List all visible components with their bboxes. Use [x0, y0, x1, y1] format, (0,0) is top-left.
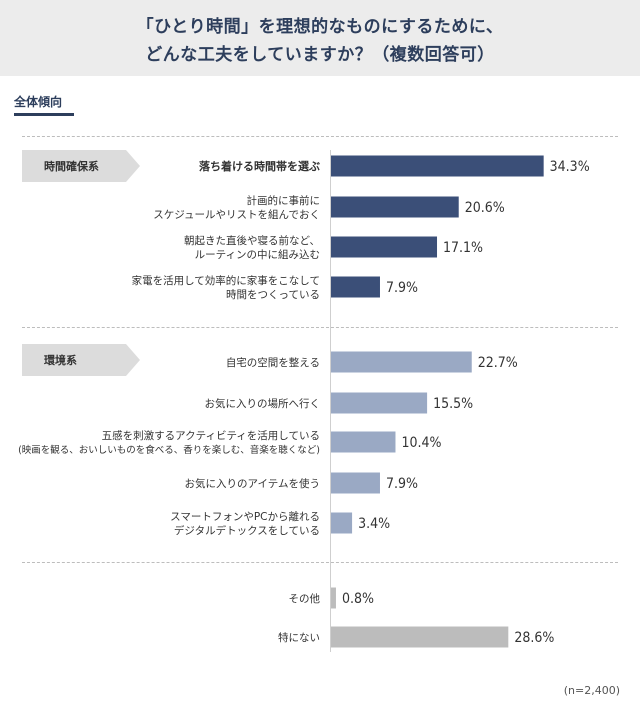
- category-label-11-line-1: 特にない: [278, 632, 320, 644]
- category-label-7-line-2: (映画を観る、おいしいものを食べる、香りを楽しむ、音楽を聴くなど): [18, 444, 320, 456]
- bar-value-label-1: 34.3%: [550, 159, 590, 175]
- group-tab-time: 時間確保系: [22, 150, 140, 182]
- bar-value-label-9: 3.4%: [358, 516, 390, 532]
- category-label-2-line-1: 計画的に事前に: [247, 194, 321, 207]
- bar-value-label-6: 15.5%: [433, 396, 473, 412]
- bar-11: [331, 626, 509, 648]
- section-subtitle: 全体傾向: [14, 95, 63, 109]
- category-label-9-line-2: デジタルデトックスをしている: [174, 524, 320, 537]
- chart-title-line-1: 「ひとり時間」を理想的なものにするために、: [136, 17, 504, 37]
- divider-middle: [22, 327, 618, 328]
- bar-baseline: [330, 150, 331, 652]
- group-tab-environment: 環境系: [22, 344, 140, 376]
- category-label-7-line-1: 五感を刺激するアクティビティを活用している: [102, 429, 320, 442]
- bar-value-label-10: 0.8%: [342, 591, 374, 607]
- divider-bottom: [22, 562, 618, 563]
- category-label-4-line-1: 家電を活用して効率的に家事をこなして: [132, 274, 320, 287]
- bar-value-label-11: 28.6%: [514, 630, 554, 646]
- category-label-2-line-2: スケジュールやリストを組んでおく: [153, 208, 320, 221]
- bar-7: [331, 431, 396, 453]
- bar-2: [331, 196, 459, 218]
- chart-title-line-2: どんな工夫をしていますか？（複数回答可）: [145, 45, 495, 65]
- category-label-10-line-1: その他: [289, 592, 321, 605]
- category-label-1-line-1: 落ち着ける時間帯を選ぶ: [199, 159, 320, 173]
- category-label-8-line-1: お気に入りのアイテムを使う: [185, 477, 320, 490]
- bar-3: [331, 236, 438, 258]
- group-label-environment: 環境系: [44, 354, 77, 367]
- bar-value-label-8: 7.9%: [386, 476, 418, 492]
- bar-6: [331, 392, 428, 414]
- bar-value-label-7: 10.4%: [401, 435, 441, 451]
- bar-value-label-4: 7.9%: [386, 280, 418, 296]
- category-label-3-line-1: 朝起きた直後や寝る前など、: [184, 234, 320, 247]
- group-label-time: 時間確保系: [44, 160, 99, 173]
- bar-1: [331, 155, 544, 177]
- sample-size-note: (n=2,400): [563, 684, 620, 697]
- bar-8: [331, 472, 380, 494]
- category-label-3-line-2: ルーティンの中に組み込む: [195, 248, 320, 261]
- bar-4: [331, 276, 380, 298]
- bar-5: [331, 351, 472, 373]
- bar-value-label-3: 17.1%: [443, 240, 483, 256]
- category-label-9-line-1: スマートフォンやPCから離れる: [170, 510, 320, 523]
- category-label-6-line-1: お気に入りの場所へ行く: [205, 397, 321, 410]
- category-label-4-line-2: 時間をつくっている: [226, 289, 320, 301]
- title-band: 「ひとり時間」を理想的なものにするために、 どんな工夫をしていますか？（複数回答…: [0, 0, 640, 76]
- bar-value-label-2: 20.6%: [465, 200, 505, 216]
- divider-top: [22, 136, 618, 137]
- subtitle-underline: [14, 113, 74, 116]
- bar-value-label-5: 22.7%: [478, 355, 518, 371]
- bar-10: [331, 587, 336, 609]
- category-label-5-line-1: 自宅の空間を整える: [226, 356, 320, 369]
- bar-9: [331, 512, 353, 534]
